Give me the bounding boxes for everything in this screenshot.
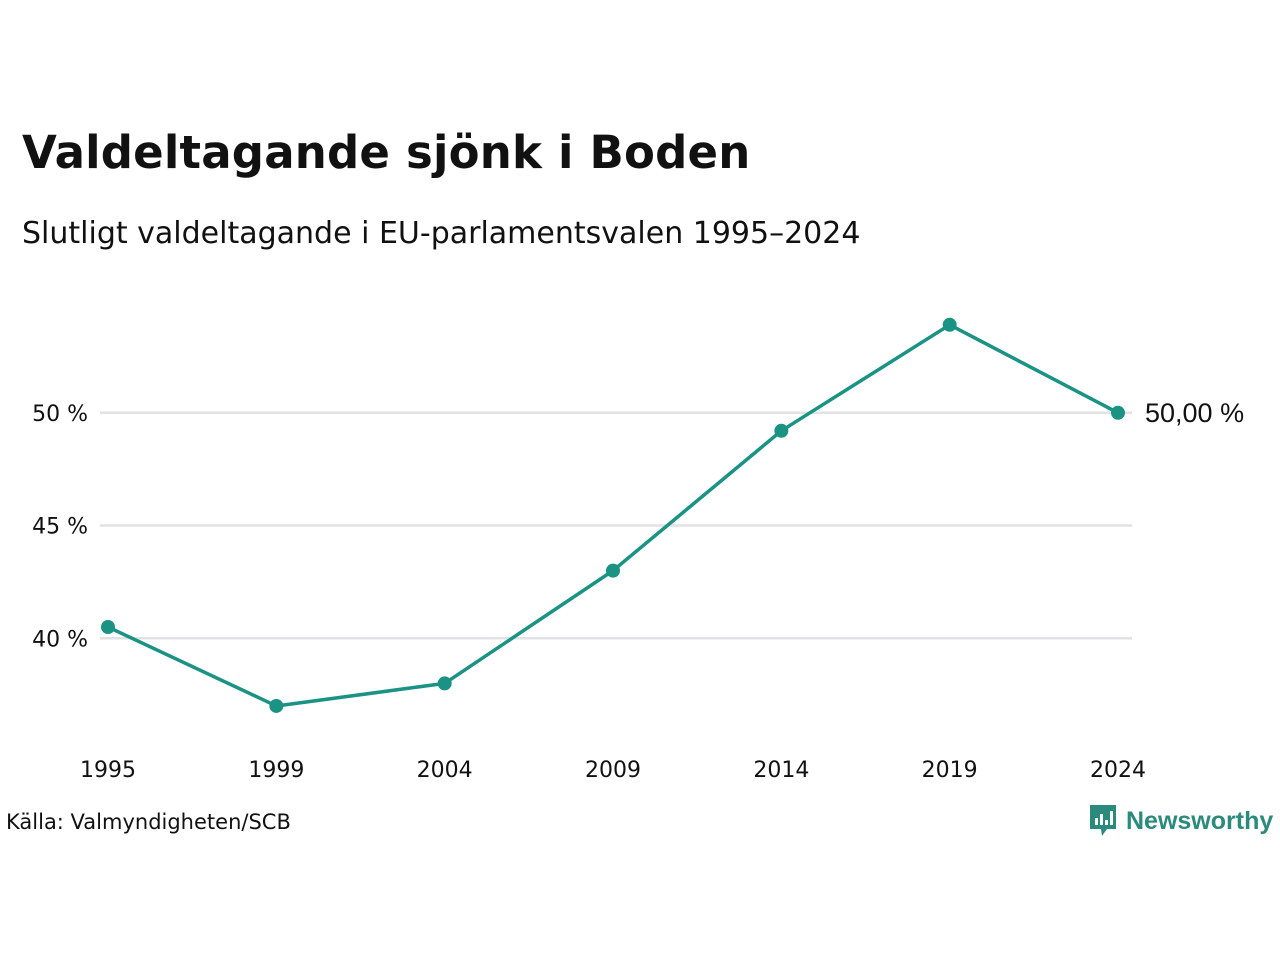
newsworthy-logo-icon <box>1090 805 1116 836</box>
series-line <box>106 323 1120 708</box>
source-note: Källa: Valmyndigheten/SCB <box>6 810 291 834</box>
x-tick-label: 2014 <box>753 758 809 783</box>
data-point <box>774 423 789 438</box>
data-point <box>269 698 284 713</box>
data-point <box>1111 405 1125 420</box>
y-tick-label: 45 % <box>32 515 88 540</box>
x-axis-tick-labels: 1995 1999 2004 2009 2014 2019 2024 <box>80 758 1146 783</box>
x-tick-label: 2004 <box>417 758 473 783</box>
x-tick-label: 2009 <box>585 758 641 783</box>
x-tick-label: 1999 <box>248 758 304 783</box>
newsworthy-logo[interactable]: Newsworthy <box>1088 803 1273 839</box>
data-point <box>606 563 620 578</box>
data-points <box>101 317 1125 713</box>
x-tick-label: 1995 <box>80 758 136 783</box>
chart-title: Valdeltagande sjönk i Boden <box>22 126 751 179</box>
x-tick-label: 2019 <box>922 758 978 783</box>
newsworthy-logo-text: Newsworthy <box>1126 806 1274 835</box>
gridlines <box>100 411 1132 640</box>
data-point <box>437 676 452 691</box>
end-value-label: 50,00 % <box>1145 398 1244 428</box>
x-tick-label: 2024 <box>1090 758 1146 783</box>
y-tick-label: 40 % <box>32 627 88 652</box>
series-line-layer <box>106 323 1120 708</box>
y-tick-label: 50 % <box>32 402 88 427</box>
y-axis-tick-labels: 40 % 45 % 50 % <box>32 402 88 653</box>
end-label-layer: 50,00 % <box>1145 398 1244 428</box>
chart-subtitle: Slutligt valdeltagande i EU-parlamentsva… <box>22 216 861 251</box>
data-point <box>942 317 957 332</box>
data-point <box>101 620 115 635</box>
